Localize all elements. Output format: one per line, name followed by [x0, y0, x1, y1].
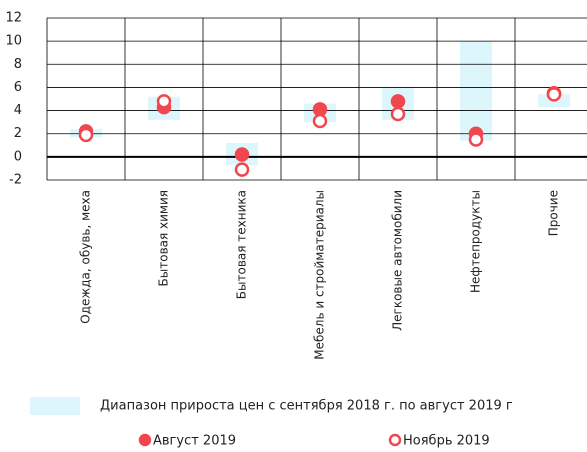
y-tick-label: 8 [14, 57, 22, 72]
marker [390, 106, 406, 122]
marker [468, 132, 484, 147]
legend-label: Диапазон прироста цен с сентября 2018 г.… [100, 399, 513, 414]
y-tick-label: 6 [14, 80, 22, 95]
marker [156, 94, 172, 109]
y-tick-label: 10 [5, 34, 22, 49]
legend-label: Ноябрь 2019 [403, 434, 490, 449]
marker [234, 162, 250, 177]
y-tick-label: 4 [14, 103, 22, 118]
x-tick-label: Нефтепродукты [469, 190, 483, 293]
x-tick-label: Мебель и стройматериалы [313, 190, 327, 360]
marker [234, 147, 250, 162]
legend-marker [138, 433, 152, 447]
x-tick-label: Бытовая техника [235, 190, 249, 299]
marker [546, 87, 562, 102]
x-tick-label: Легковые автомобили [391, 190, 405, 331]
x-tick-label: Одежда, обувь, меха [79, 190, 93, 324]
y-tick-label: 12 [5, 11, 22, 26]
marker [390, 94, 406, 109]
y-tick-label: 0 [14, 149, 22, 164]
range-bar [460, 41, 492, 141]
marker [312, 102, 328, 117]
y-tick-label: -2 [9, 173, 22, 188]
y-tick-label: 2 [14, 126, 22, 141]
legend-label: Август 2019 [153, 434, 236, 449]
marker [78, 127, 94, 143]
legend-marker [388, 433, 402, 447]
marker [312, 113, 328, 129]
x-tick-label: Прочие [547, 190, 561, 236]
x-tick-label: Бытовая химия [157, 190, 171, 286]
legend-swatch [30, 397, 80, 415]
